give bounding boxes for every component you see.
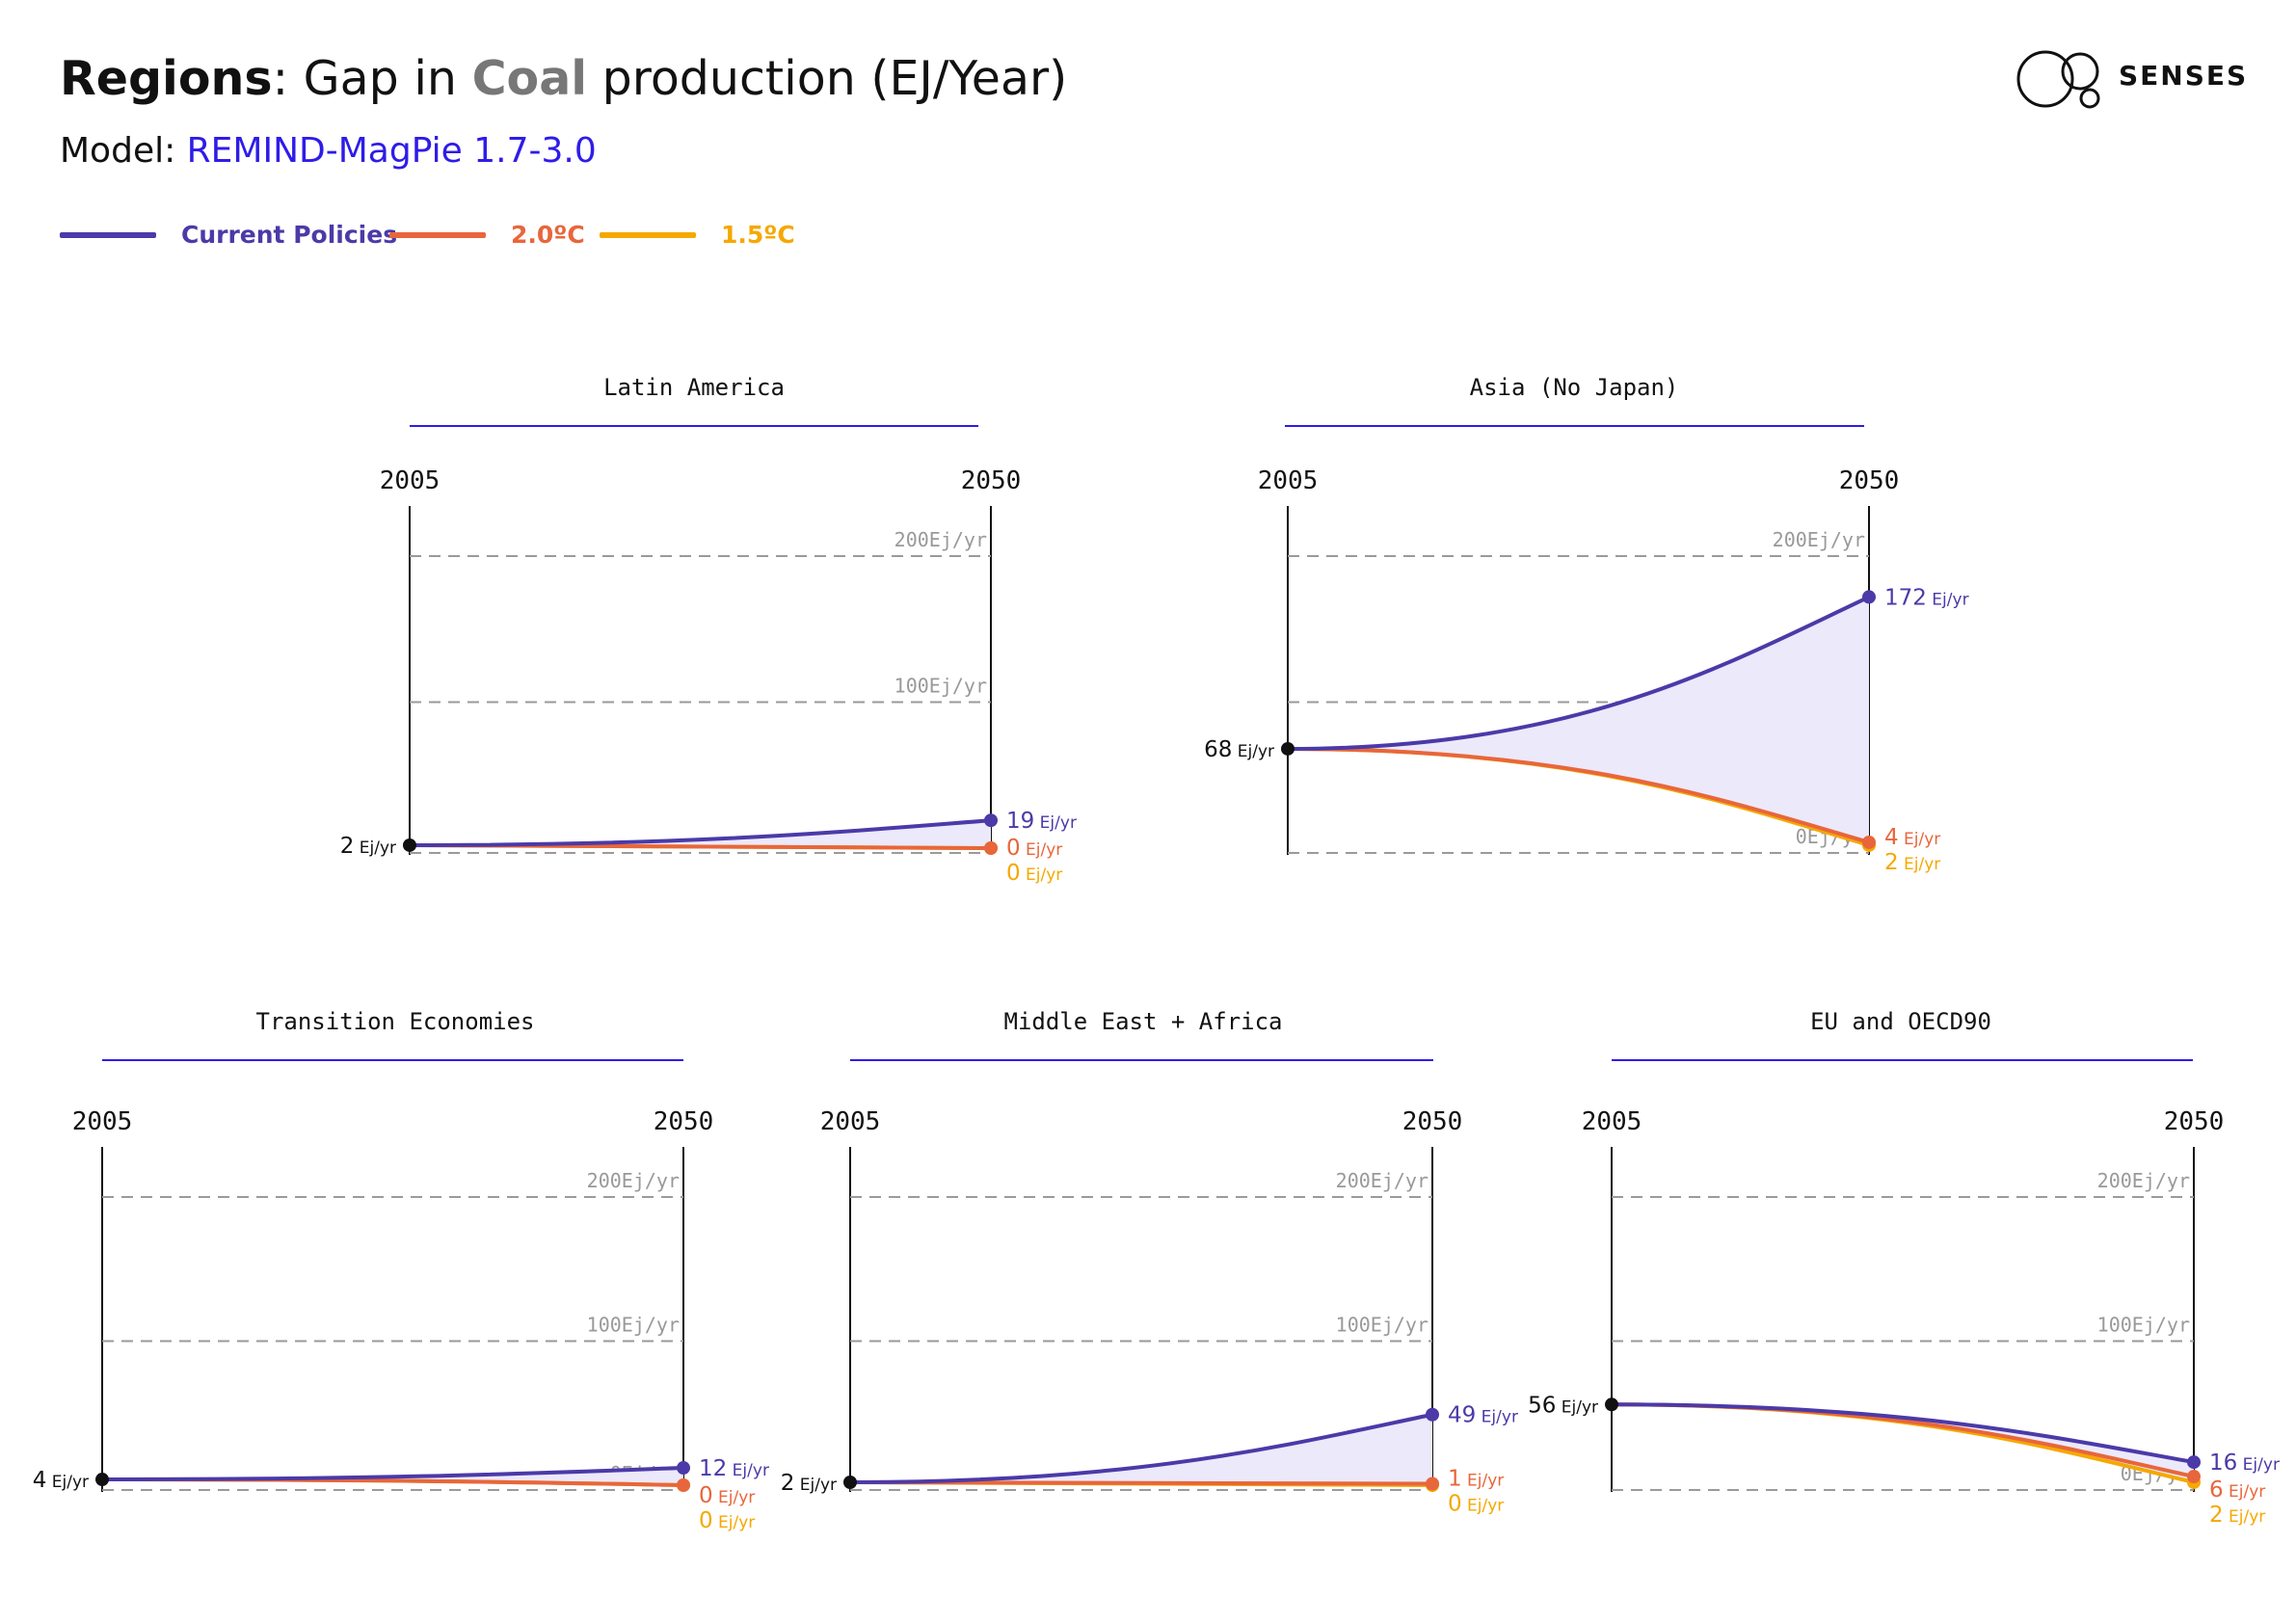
end-point-current-policies xyxy=(677,1461,690,1476)
start-point xyxy=(1281,741,1295,756)
model-label: Model: xyxy=(60,131,187,171)
title-fuel: Coal xyxy=(471,51,588,106)
gridline-label: 200Ej/yr xyxy=(2097,1169,2190,1192)
start-value-label: 68 Ej/yr xyxy=(1204,737,1274,762)
gridline-label: 200Ej/yr xyxy=(1773,528,1865,551)
chart-title-asia-no-japan-: Asia (No Japan) xyxy=(1470,374,1679,401)
gridline-label: 200Ej/yr xyxy=(587,1169,680,1192)
chart-title-eu-and-oecd90: EU and OECD90 xyxy=(1810,1008,1991,1035)
chart-title-latin-america: Latin America xyxy=(603,374,785,401)
legend-swatch xyxy=(600,232,696,238)
x-tick-label: 2050 xyxy=(961,466,1022,495)
gridline-label: 200Ej/yr xyxy=(1336,1169,1428,1192)
page-title: Regions: Gap in Coal production (EJ/Year… xyxy=(60,50,1067,108)
title-pre: : Gap in xyxy=(272,51,472,106)
series-line-current-policies xyxy=(1287,595,1870,751)
x-tick-label: 2005 xyxy=(72,1107,133,1136)
model-line: Model: REMIND-MagPie 1.7-3.0 xyxy=(60,130,597,173)
end-point-current-policies xyxy=(984,813,998,828)
end-point-2-deg xyxy=(2187,1470,2201,1484)
x-tick-label: 2005 xyxy=(820,1107,881,1136)
end-value-label-current-policies: 172 Ej/yr xyxy=(1884,585,1969,610)
start-point xyxy=(843,1476,857,1490)
title-post: production (EJ/Year) xyxy=(587,51,1068,106)
legend-label: 2.0ºC xyxy=(511,221,585,249)
end-value-label-1-5-deg: 2 Ej/yr xyxy=(1884,850,1940,875)
end-point-2-deg xyxy=(1862,835,1876,849)
end-point-current-policies xyxy=(1426,1407,1439,1422)
chart-title-transition-economies: Transition Economies xyxy=(256,1008,535,1035)
end-value-label-current-policies: 49 Ej/yr xyxy=(1448,1403,1518,1428)
start-value-label: 2 Ej/yr xyxy=(340,834,396,859)
gridline-label: 100Ej/yr xyxy=(1336,1314,1428,1337)
end-value-label-2-deg: 1 Ej/yr xyxy=(1448,1467,1504,1492)
legend-label: Current Policies xyxy=(181,221,398,249)
legend-swatch xyxy=(389,232,486,238)
x-tick-label: 2005 xyxy=(380,466,441,495)
x-tick-label: 2050 xyxy=(654,1107,714,1136)
gridline-label: 100Ej/yr xyxy=(894,675,987,698)
series-line-2-deg xyxy=(1287,746,1870,844)
gridline-label: 100Ej/yr xyxy=(2097,1314,2190,1337)
end-value-label-current-policies: 19 Ej/yr xyxy=(1006,809,1077,834)
x-tick-label: 2005 xyxy=(1582,1107,1642,1136)
end-value-label-current-policies: 12 Ej/yr xyxy=(699,1456,769,1481)
x-tick-label: 2050 xyxy=(2164,1107,2225,1136)
x-tick-label: 2050 xyxy=(1402,1107,1463,1136)
start-point xyxy=(1605,1397,1618,1412)
end-value-label-1-5-deg: 0 Ej/yr xyxy=(699,1508,755,1533)
end-value-label-current-policies: 16 Ej/yr xyxy=(2209,1450,2280,1476)
end-point-current-policies xyxy=(1862,590,1876,604)
end-value-label-1-5-deg: 2 Ej/yr xyxy=(2209,1503,2265,1528)
series-line-current-policies xyxy=(1611,1402,2195,1465)
end-point-2-deg xyxy=(677,1478,690,1492)
end-value-label-2-deg: 0 Ej/yr xyxy=(1006,836,1062,861)
end-value-label-1-5-deg: 0 Ej/yr xyxy=(1006,861,1062,886)
series-line-current-policies xyxy=(849,1412,1433,1485)
start-value-label: 56 Ej/yr xyxy=(1528,1393,1598,1418)
end-point-2-deg xyxy=(1426,1477,1439,1491)
chart-title-middle-east-africa: Middle East + Africa xyxy=(1004,1008,1283,1035)
end-value-label-2-deg: 0 Ej/yr xyxy=(699,1483,755,1508)
gap-area xyxy=(1288,597,1869,845)
series-line-current-policies xyxy=(409,818,992,847)
gridline-label: 100Ej/yr xyxy=(587,1314,680,1337)
legend-label: 1.5ºC xyxy=(721,221,795,249)
end-value-label-2-deg: 4 Ej/yr xyxy=(1884,825,1940,850)
x-tick-label: 2050 xyxy=(1839,466,1900,495)
series-line-current-policies xyxy=(101,1466,684,1482)
start-value-label: 2 Ej/yr xyxy=(781,1471,837,1496)
gap-area xyxy=(410,820,991,848)
start-point xyxy=(403,838,416,852)
end-point-current-policies xyxy=(2187,1455,2201,1470)
end-point-2-deg xyxy=(984,841,998,855)
start-point xyxy=(95,1473,109,1487)
series-line-2-deg xyxy=(1611,1402,2195,1478)
legend-swatch xyxy=(60,232,156,238)
gridline-label: 200Ej/yr xyxy=(894,528,987,551)
start-value-label: 4 Ej/yr xyxy=(33,1468,89,1493)
senses-logo-icon xyxy=(2016,50,2100,109)
end-value-label-1-5-deg: 0 Ej/yr xyxy=(1448,1492,1504,1517)
title-bold: Regions xyxy=(60,51,273,106)
gap-area xyxy=(850,1414,1432,1485)
logo-text: SENSES xyxy=(2119,60,2249,92)
model-value: REMIND-MagPie 1.7-3.0 xyxy=(186,131,597,171)
senses-logo xyxy=(2015,46,2246,114)
series-line-2-deg xyxy=(849,1480,1433,1486)
x-tick-label: 2005 xyxy=(1258,466,1319,495)
end-value-label-2-deg: 6 Ej/yr xyxy=(2209,1477,2265,1503)
